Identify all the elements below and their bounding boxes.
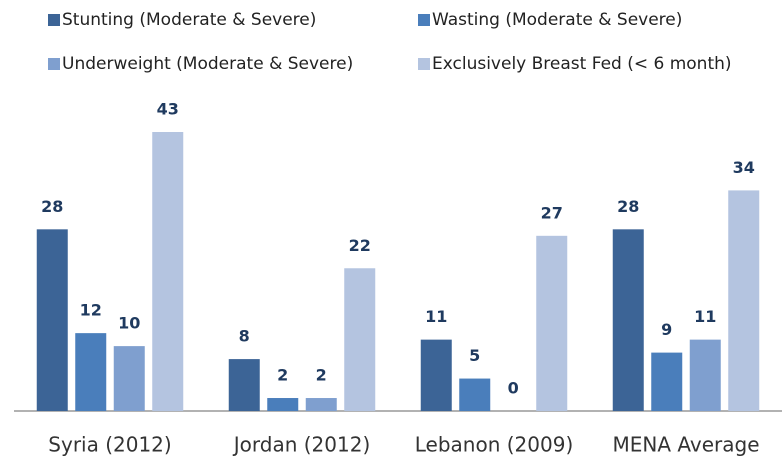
data-label: 5 (469, 346, 480, 365)
legend-swatch (418, 58, 430, 70)
bar (420, 339, 452, 411)
bar (612, 229, 644, 411)
legend-label: Stunting (Moderate & Severe) (62, 10, 316, 30)
legend-swatch (418, 14, 430, 26)
bar (228, 359, 260, 411)
data-label: 10 (118, 314, 140, 333)
bar (689, 339, 721, 411)
bar (75, 333, 107, 411)
data-label: 8 (239, 327, 250, 346)
x-tick-label: Syria (2012) (48, 433, 171, 457)
x-tick-label: Jordan (2012) (232, 433, 371, 457)
bar (728, 190, 760, 411)
legend-swatch (48, 58, 60, 70)
data-label: 2 (316, 366, 327, 385)
data-label: 2 (277, 366, 288, 385)
data-label: 9 (661, 320, 672, 339)
bar (459, 378, 491, 411)
data-label: 0 (508, 379, 519, 398)
x-tick-label: Lebanon (2009) (415, 433, 574, 457)
legend-label: Wasting (Moderate & Severe) (432, 10, 682, 30)
data-label: 12 (80, 301, 102, 320)
data-label: 34 (733, 158, 755, 177)
data-label: 11 (694, 307, 716, 326)
data-label: 28 (41, 197, 63, 216)
legend-label: Exclusively Breast Fed (< 6 month) (432, 54, 732, 74)
x-tick-label: MENA Average (612, 433, 759, 457)
bar (536, 235, 568, 411)
bar (36, 229, 68, 411)
data-label: 11 (425, 307, 447, 326)
bar (267, 398, 299, 411)
data-label: 28 (617, 197, 639, 216)
bar (152, 132, 184, 411)
bar (344, 268, 376, 411)
legend-swatch (48, 14, 60, 26)
bar (651, 352, 683, 411)
data-label: 22 (349, 236, 371, 255)
bar (305, 398, 337, 411)
legend-label: Underweight (Moderate & Severe) (62, 54, 353, 74)
bar (113, 346, 145, 411)
data-label: 43 (157, 100, 179, 119)
data-label: 27 (541, 203, 563, 222)
